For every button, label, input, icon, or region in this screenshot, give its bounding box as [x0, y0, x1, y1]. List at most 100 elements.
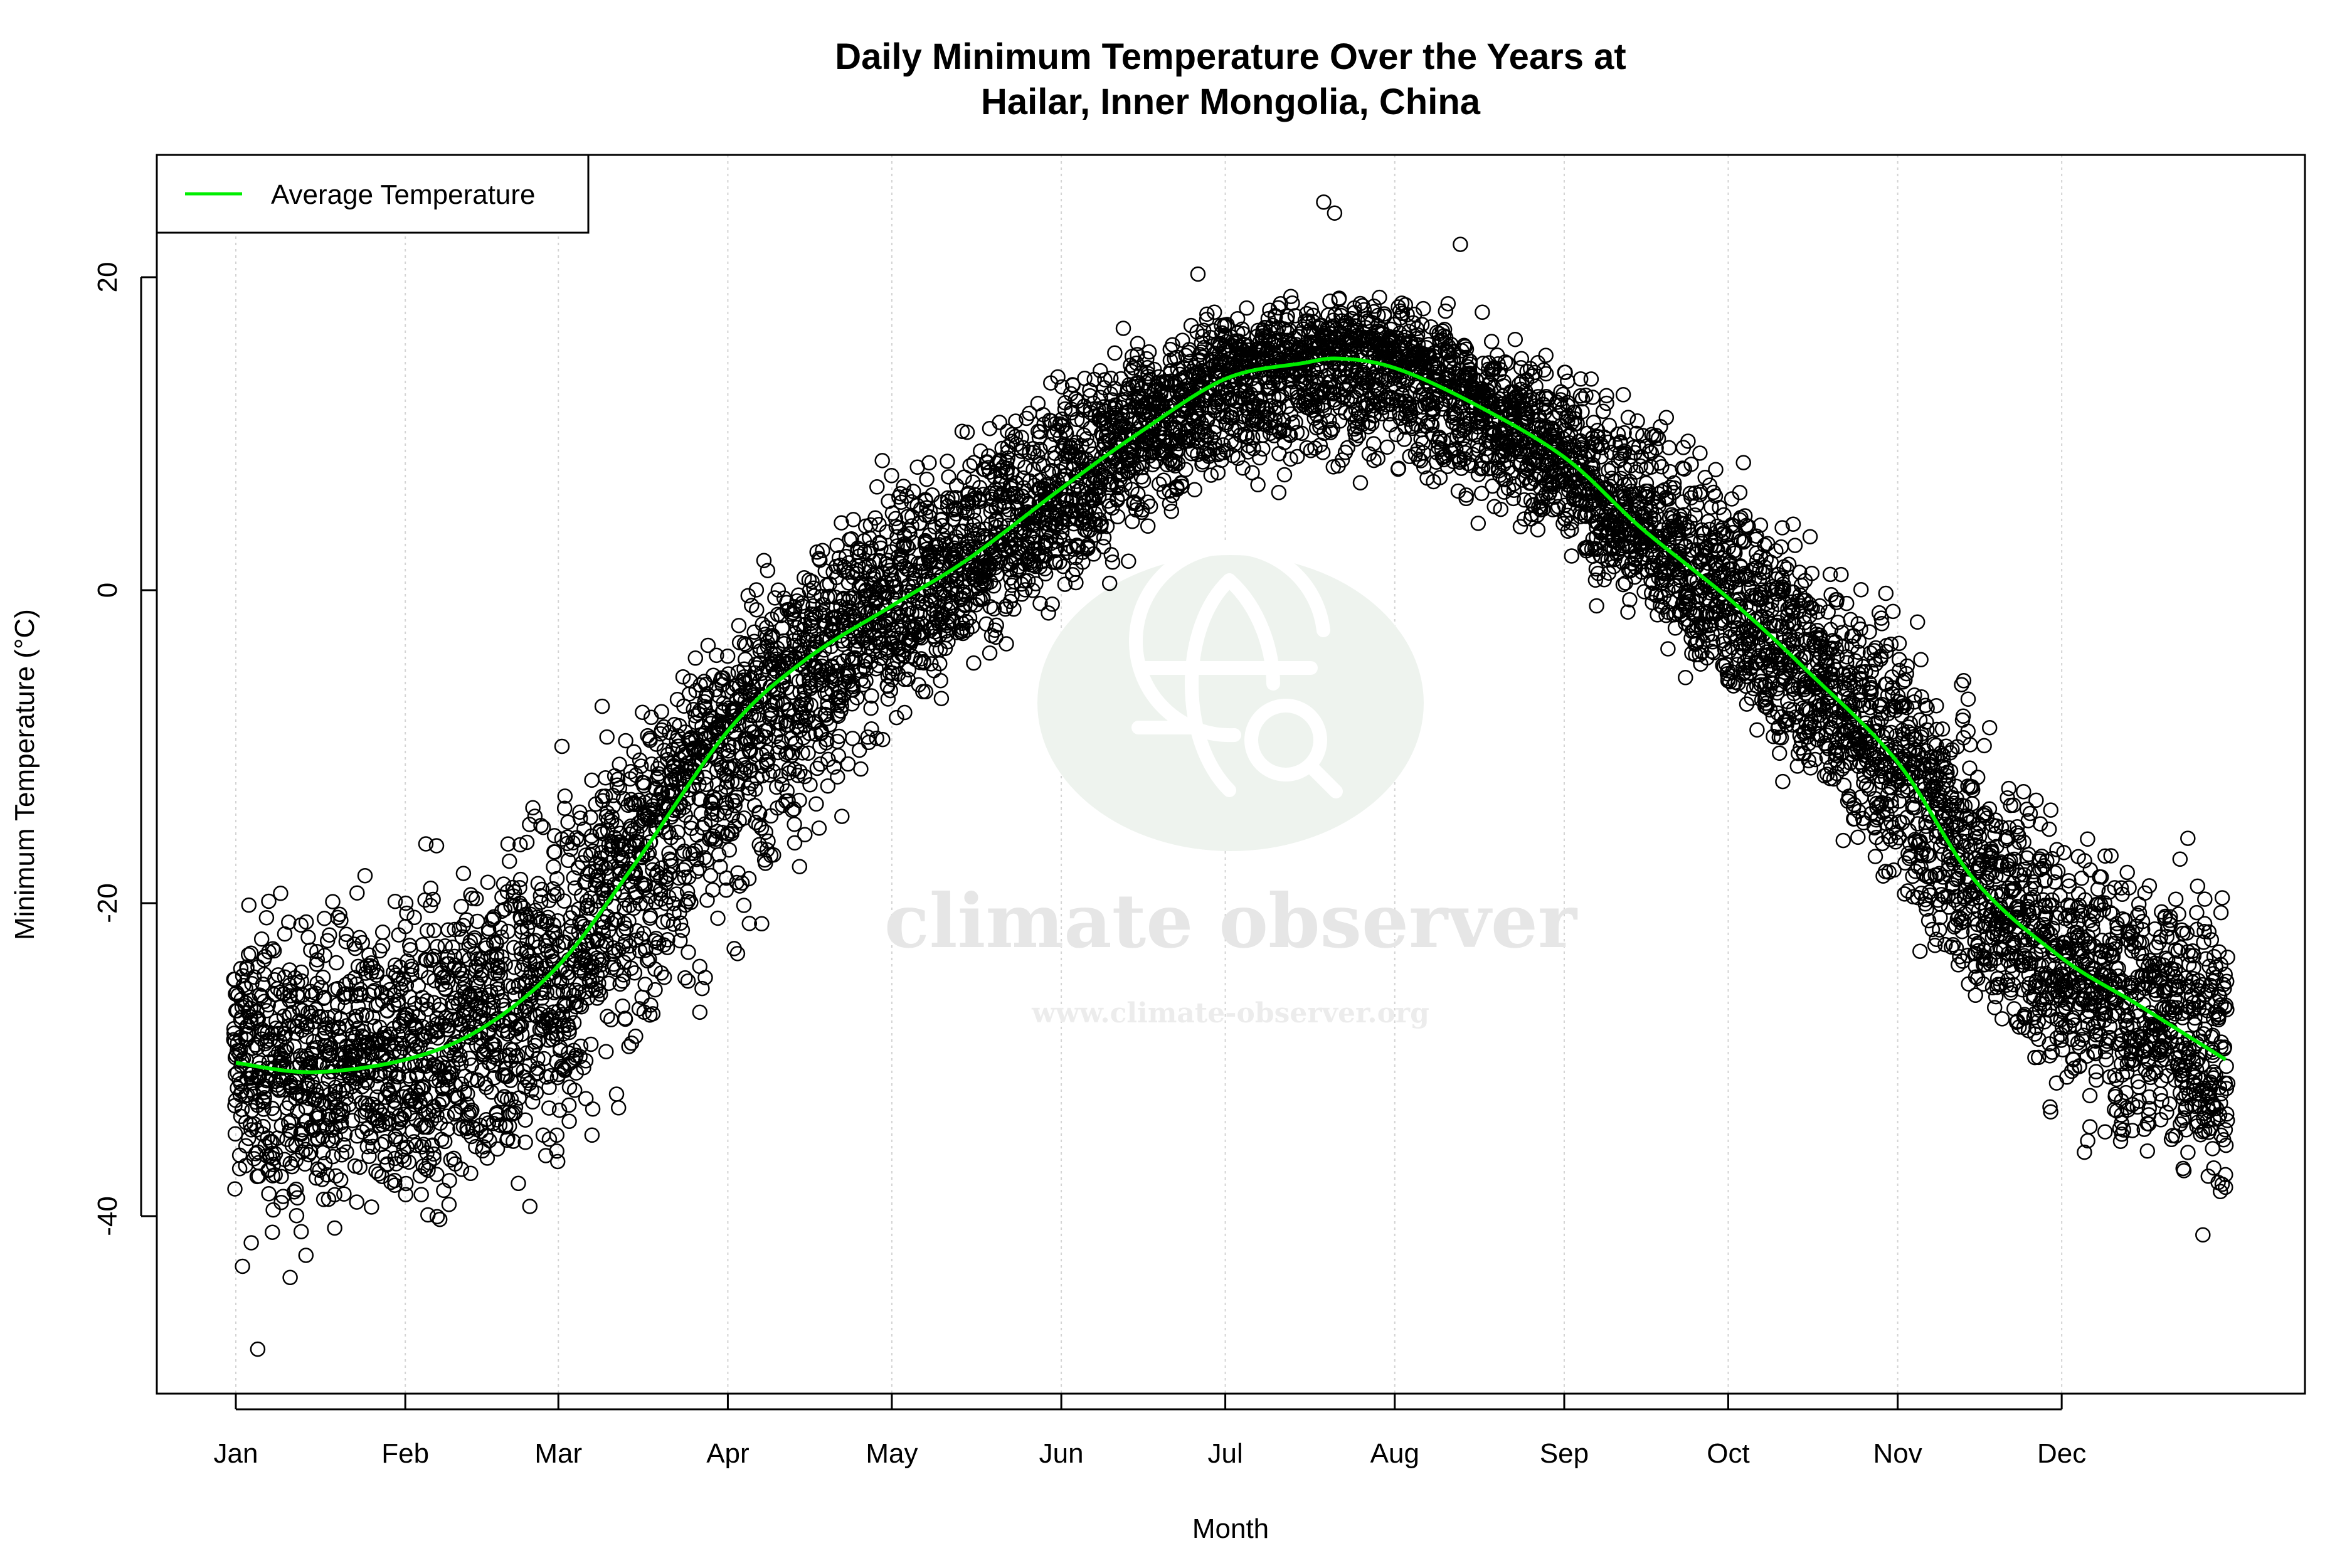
data-point: [265, 1168, 281, 1184]
data-point: [1140, 518, 1156, 534]
data-point: [264, 1145, 280, 1162]
data-point: [252, 1069, 267, 1086]
data-point: [654, 704, 669, 719]
data-point: [1458, 490, 1474, 507]
data-point: [268, 1013, 284, 1029]
data-point: [354, 935, 371, 951]
data-point: [561, 1079, 578, 1095]
data-point: [1187, 482, 1202, 497]
data-point: [372, 1067, 388, 1083]
data-point: [880, 691, 896, 707]
data-point: [386, 1093, 401, 1109]
data-point: [282, 988, 298, 1004]
data-point: [418, 1106, 433, 1122]
data-point: [511, 1175, 526, 1192]
data-point: [377, 1133, 393, 1150]
data-point: [265, 1202, 281, 1218]
data-point: [344, 1113, 361, 1128]
data-point: [398, 918, 413, 935]
data-point: [501, 853, 517, 869]
data-point: [423, 952, 439, 968]
data-point: [327, 1220, 342, 1236]
data-point: [561, 1113, 577, 1130]
data-point: [256, 1101, 272, 1117]
data-point: [426, 1146, 442, 1162]
data-point: [583, 1036, 599, 1052]
data-point: [282, 962, 297, 978]
data-point: [276, 1051, 292, 1067]
data-point: [475, 1002, 491, 1018]
data-point: [662, 724, 677, 741]
data-point: [329, 955, 344, 971]
data-point: [437, 1133, 453, 1150]
data-point: [1370, 450, 1386, 467]
data-point: [435, 970, 451, 986]
chart-title-line1: Daily Minimum Temperature Over the Years…: [835, 36, 1626, 77]
data-point: [267, 972, 283, 988]
data-point: [325, 1148, 341, 1165]
data-point: [726, 941, 742, 956]
data-point: [507, 1099, 524, 1115]
data-point: [489, 1141, 506, 1157]
data-point: [325, 894, 341, 909]
data-point: [919, 471, 935, 487]
data-point: [418, 951, 433, 968]
data-point: [525, 800, 541, 816]
data-point: [328, 1168, 344, 1184]
data-point: [584, 1127, 600, 1143]
data-point: [266, 943, 282, 959]
data-point: [440, 922, 456, 938]
data-point: [249, 1003, 265, 1019]
data-point: [460, 1086, 475, 1102]
data-point: [309, 943, 325, 960]
data-point: [594, 698, 610, 714]
data-point: [512, 871, 529, 887]
data-point: [394, 1110, 410, 1126]
data-point: [300, 1147, 317, 1163]
data-point: [227, 1126, 243, 1142]
data-point: [415, 1080, 432, 1096]
chart-title-line2: Hailar, Inner Mongolia, China: [981, 82, 1481, 122]
data-point: [463, 1165, 479, 1182]
data-point: [344, 1079, 360, 1094]
data-point: [461, 1105, 477, 1121]
data-point: [1206, 304, 1222, 320]
data-point: [390, 972, 406, 987]
data-point: [358, 1007, 374, 1024]
data-point: [797, 827, 813, 843]
data-point: [437, 938, 453, 954]
data-point: [317, 911, 332, 926]
data-point: [1388, 426, 1404, 443]
data-point: [1250, 477, 1266, 493]
data-point: [851, 742, 867, 758]
data-point: [966, 655, 982, 671]
data-point: [337, 1126, 353, 1142]
data-point: [406, 1134, 422, 1150]
data-point: [429, 1167, 445, 1182]
data-point: [549, 1153, 566, 1170]
data-point: [505, 1106, 521, 1122]
watermark-url: www.climate-observer.org: [1031, 997, 1429, 1029]
data-point: [692, 1004, 708, 1020]
data-point: [599, 729, 615, 745]
data-point: [342, 973, 358, 990]
data-point: [496, 1089, 512, 1104]
data-point: [677, 970, 693, 986]
data-point: [281, 914, 297, 930]
data-point: [250, 1011, 267, 1027]
data-point: [317, 948, 332, 963]
data-point: [1006, 601, 1022, 617]
data-point: [400, 953, 415, 969]
data-point: [309, 975, 325, 991]
data-point: [361, 987, 377, 1003]
data-point: [375, 1047, 391, 1063]
data-point: [811, 820, 827, 836]
data-point: [441, 1197, 457, 1212]
data-point: [710, 910, 726, 926]
data-point: [420, 1162, 436, 1179]
data-point: [319, 1167, 336, 1183]
data-point: [834, 808, 850, 824]
data-point: [315, 969, 331, 985]
data-point: [503, 898, 519, 914]
data-point: [243, 1235, 259, 1251]
